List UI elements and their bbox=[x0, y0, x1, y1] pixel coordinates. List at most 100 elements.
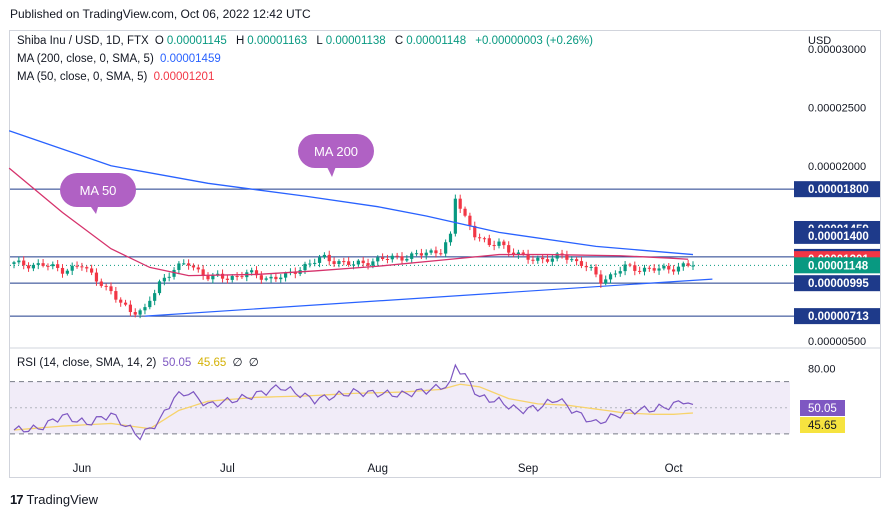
candle bbox=[604, 279, 608, 284]
candle bbox=[196, 267, 200, 270]
rsi-label: RSI (14, close, SMA, 14, 2) bbox=[17, 357, 157, 369]
candle bbox=[225, 278, 229, 280]
rsi-legend[interactable]: RSI (14, close, SMA, 14, 2) 50.05 45.65 … bbox=[17, 355, 262, 369]
candle bbox=[269, 276, 273, 279]
candle bbox=[51, 264, 55, 267]
rsi-ma-value-label: 45.65 bbox=[800, 417, 845, 433]
candle bbox=[191, 265, 196, 268]
ma200-legend[interactable]: MA (200, close, 0, SMA, 5) 0.00001459 bbox=[17, 53, 224, 65]
ohlc-close: C 0.00001148 bbox=[394, 35, 467, 47]
candle bbox=[579, 261, 584, 266]
candle bbox=[473, 225, 477, 238]
candle bbox=[254, 270, 259, 276]
rsi-value: 50.05 bbox=[162, 357, 192, 369]
candle bbox=[187, 263, 191, 266]
candle bbox=[516, 252, 520, 255]
candle bbox=[361, 260, 365, 264]
candle bbox=[308, 263, 312, 265]
candle bbox=[327, 254, 331, 262]
candle bbox=[337, 261, 341, 264]
candle bbox=[128, 304, 132, 313]
candle bbox=[259, 275, 263, 280]
candle bbox=[662, 265, 666, 269]
x-tick-label: Oct bbox=[665, 463, 684, 475]
ohlc-high: H 0.00001163 bbox=[235, 35, 308, 47]
candle bbox=[531, 259, 535, 261]
candle bbox=[36, 263, 40, 265]
candle bbox=[676, 266, 681, 272]
rsi-na-1: ∅ bbox=[232, 357, 243, 369]
candle bbox=[657, 268, 661, 271]
rsi-value-label: 50.05 bbox=[800, 400, 845, 416]
tradingview-footer[interactable]: 17 TradingView bbox=[10, 492, 98, 507]
rsi-tick-label: 80.00 bbox=[808, 364, 836, 376]
ma50-value: 0.00001201 bbox=[153, 71, 215, 83]
candle bbox=[182, 263, 186, 265]
price-label-box bbox=[794, 181, 880, 198]
bubble-body bbox=[298, 134, 374, 168]
candle bbox=[264, 278, 268, 280]
ma50-label: MA (50, close, 0, SMA, 5) bbox=[17, 71, 148, 83]
candle bbox=[293, 271, 297, 274]
candle bbox=[153, 293, 157, 301]
price-label-level: 0.00001400 bbox=[794, 227, 880, 244]
candle bbox=[613, 273, 617, 275]
candle bbox=[70, 265, 74, 271]
candle bbox=[385, 258, 390, 260]
candle bbox=[681, 263, 685, 267]
candle bbox=[628, 264, 632, 266]
candle bbox=[230, 276, 234, 280]
candle bbox=[463, 208, 467, 216]
candle bbox=[56, 264, 60, 268]
x-tick-label: Jul bbox=[220, 463, 235, 475]
candle bbox=[303, 263, 307, 271]
ohlc-low: L 0.00001138 bbox=[316, 35, 386, 47]
candle bbox=[162, 277, 166, 282]
candle bbox=[381, 257, 385, 259]
candle bbox=[26, 265, 31, 269]
candle bbox=[75, 265, 79, 267]
annotation-bubble[interactable]: MA 50 bbox=[60, 173, 136, 214]
candle bbox=[99, 281, 103, 286]
candle bbox=[317, 257, 322, 263]
candle bbox=[618, 271, 622, 274]
candle bbox=[94, 272, 99, 282]
candle bbox=[284, 273, 288, 278]
candle bbox=[565, 255, 569, 260]
symbol-title[interactable]: Shiba Inu / USD, 1D, FTX bbox=[17, 35, 149, 47]
annotation-bubble[interactable]: MA 200 bbox=[298, 134, 374, 177]
candle bbox=[478, 237, 482, 239]
candle bbox=[419, 253, 423, 256]
candle bbox=[599, 274, 603, 284]
candle bbox=[279, 277, 283, 280]
ma200-value: 0.00001459 bbox=[159, 53, 221, 65]
annotation-label: MA 50 bbox=[80, 183, 117, 198]
candle bbox=[545, 259, 550, 262]
trend-line bbox=[144, 278, 713, 317]
candle bbox=[12, 262, 16, 264]
bubble-pointer bbox=[86, 200, 100, 214]
rsi-label-box bbox=[800, 400, 845, 416]
candle bbox=[458, 198, 462, 209]
candle bbox=[240, 276, 244, 278]
candle bbox=[410, 253, 414, 259]
ma50-legend[interactable]: MA (50, close, 0, SMA, 5) 0.00001201 bbox=[17, 71, 217, 83]
rsi-line bbox=[13, 363, 694, 441]
ma200-label: MA (200, close, 0, SMA, 5) bbox=[17, 53, 154, 65]
price-tick-label: 0.00003000 bbox=[808, 44, 866, 56]
candle bbox=[31, 264, 35, 269]
candle bbox=[347, 261, 351, 265]
candle bbox=[376, 257, 380, 262]
candle bbox=[608, 274, 613, 280]
chart-frame bbox=[9, 30, 881, 478]
candle bbox=[123, 302, 128, 305]
candle bbox=[536, 257, 540, 261]
rsi-label-text: 50.05 bbox=[808, 403, 837, 415]
candle bbox=[206, 275, 210, 280]
rsi-label-box bbox=[800, 417, 845, 433]
candle bbox=[351, 264, 356, 266]
candle bbox=[41, 263, 45, 266]
candle bbox=[584, 265, 588, 268]
candle bbox=[414, 253, 419, 255]
